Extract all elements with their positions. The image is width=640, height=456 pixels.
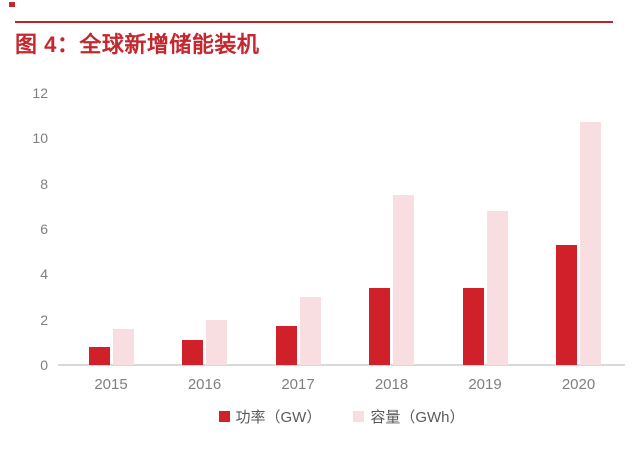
x-axis-label-2016: 2016 xyxy=(187,376,222,393)
legend-swatch-power xyxy=(218,411,230,422)
x-axis-label-2017: 2017 xyxy=(281,376,315,393)
bar-capacity-2017 xyxy=(299,297,321,365)
y-tick-label: 8 xyxy=(40,175,48,192)
bar-power-2016 xyxy=(182,340,203,365)
plot-area xyxy=(58,93,625,366)
x-axis-label-2020: 2020 xyxy=(561,376,596,393)
y-tick-label: 4 xyxy=(40,266,48,283)
bar-capacity-2015 xyxy=(112,329,134,365)
legend-swatch-capacity xyxy=(353,411,365,422)
x-axis-line xyxy=(58,364,625,366)
x-axis-label-2019: 2019 xyxy=(468,376,502,393)
x-axis-label-2015: 2015 xyxy=(94,376,128,393)
bar-capacity-2020 xyxy=(580,122,601,365)
legend-label-capacity: 容量（GWh） xyxy=(370,409,465,426)
bar-capacity-2018 xyxy=(393,195,414,365)
x-axis-label-2018: 2018 xyxy=(374,376,409,393)
y-tick-label: 0 xyxy=(40,357,48,373)
y-tick-label: 2 xyxy=(40,311,48,328)
bar-capacity-2019 xyxy=(486,211,508,365)
y-axis: 0 2 4 6 8 10 12 xyxy=(10,85,48,373)
title-divider-rule xyxy=(15,21,613,23)
x-axis-labels: 2015 2016 2017 2018 2019 2020 xyxy=(58,376,625,396)
y-tick-label: 6 xyxy=(40,221,48,237)
legend-item-capacity: 容量（GWh） xyxy=(353,406,465,427)
chart-legend: 功率（GW） 容量（GWh） xyxy=(58,406,625,427)
bar-power-2017 xyxy=(275,326,297,365)
bar-power-2015 xyxy=(88,347,110,365)
corner-red-mark xyxy=(9,2,15,7)
bar-power-2019 xyxy=(462,288,484,365)
legend-item-power: 功率（GW） xyxy=(218,406,322,427)
y-tick-label: 12 xyxy=(32,85,48,101)
bar-power-2020 xyxy=(556,245,577,365)
bar-capacity-2016 xyxy=(206,320,227,365)
bar-power-2018 xyxy=(369,288,390,365)
legend-label-power: 功率（GW） xyxy=(235,409,322,426)
y-tick-label: 10 xyxy=(32,130,48,147)
figure-title: 图 4：全球新增储能装机 xyxy=(15,32,260,57)
